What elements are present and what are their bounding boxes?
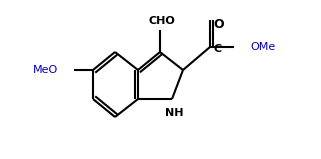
Text: OMe: OMe bbox=[250, 42, 275, 52]
Text: C: C bbox=[213, 44, 221, 54]
Text: O: O bbox=[214, 18, 224, 31]
Text: NH: NH bbox=[165, 108, 183, 118]
Text: MeO: MeO bbox=[33, 65, 58, 75]
Text: CHO: CHO bbox=[149, 16, 175, 26]
